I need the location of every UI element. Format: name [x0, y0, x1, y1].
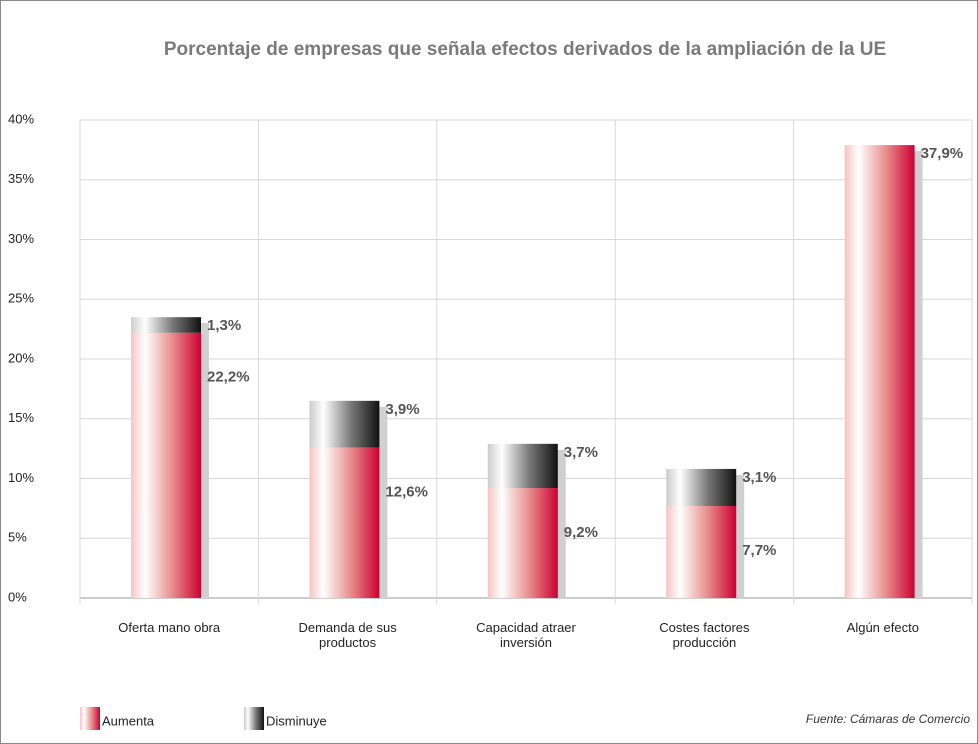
bar-segment: [666, 505, 737, 598]
data-label: 9,2%: [564, 524, 598, 541]
source-note: Fuente: Cámaras de Comercio: [806, 712, 970, 726]
y-tick-label: 20%: [8, 350, 34, 365]
legend-label: Disminuye: [266, 713, 327, 728]
y-tick-label: 0%: [8, 589, 27, 604]
y-tick-label: 25%: [8, 291, 34, 306]
bar-segment: [666, 468, 737, 506]
y-tick-label: 30%: [8, 231, 34, 246]
legend-swatch: [80, 707, 100, 730]
x-tick-label: Demanda de sus productos: [298, 620, 397, 650]
data-label: 3,7%: [564, 444, 598, 461]
x-tick-label: Algún efecto: [846, 620, 919, 635]
y-tick-label: 10%: [8, 470, 34, 485]
data-label: 7,7%: [742, 542, 776, 559]
data-label: 37,9%: [921, 145, 964, 162]
bar-segment: [131, 332, 201, 598]
x-tick-label: Oferta mano obra: [118, 620, 221, 635]
y-tick-label: 35%: [8, 171, 34, 186]
data-label: 12,6%: [385, 483, 428, 500]
chart-title: Porcentaje de empresas que señala efecto…: [164, 39, 886, 60]
bar-segment: [309, 400, 380, 448]
bar-segment: [131, 317, 201, 333]
data-label: 3,9%: [385, 401, 419, 418]
data-label: 22,2%: [207, 369, 250, 386]
bar-segment: [844, 145, 915, 598]
y-tick-label: 5%: [8, 530, 27, 545]
y-tick-label: 15%: [8, 410, 34, 425]
bar-segment: [309, 447, 380, 598]
legend-swatch: [244, 707, 264, 730]
data-label: 3,1%: [742, 469, 776, 486]
x-tick-label: Capacidad atraer inversión: [476, 620, 576, 650]
bar-segment: [487, 488, 558, 598]
y-tick-label: 40%: [8, 111, 34, 126]
legend-label: Aumenta: [102, 713, 155, 728]
data-label: 1,3%: [207, 317, 241, 334]
bar-segment: [487, 443, 558, 489]
x-tick-label: Costes factores producción: [659, 620, 750, 650]
